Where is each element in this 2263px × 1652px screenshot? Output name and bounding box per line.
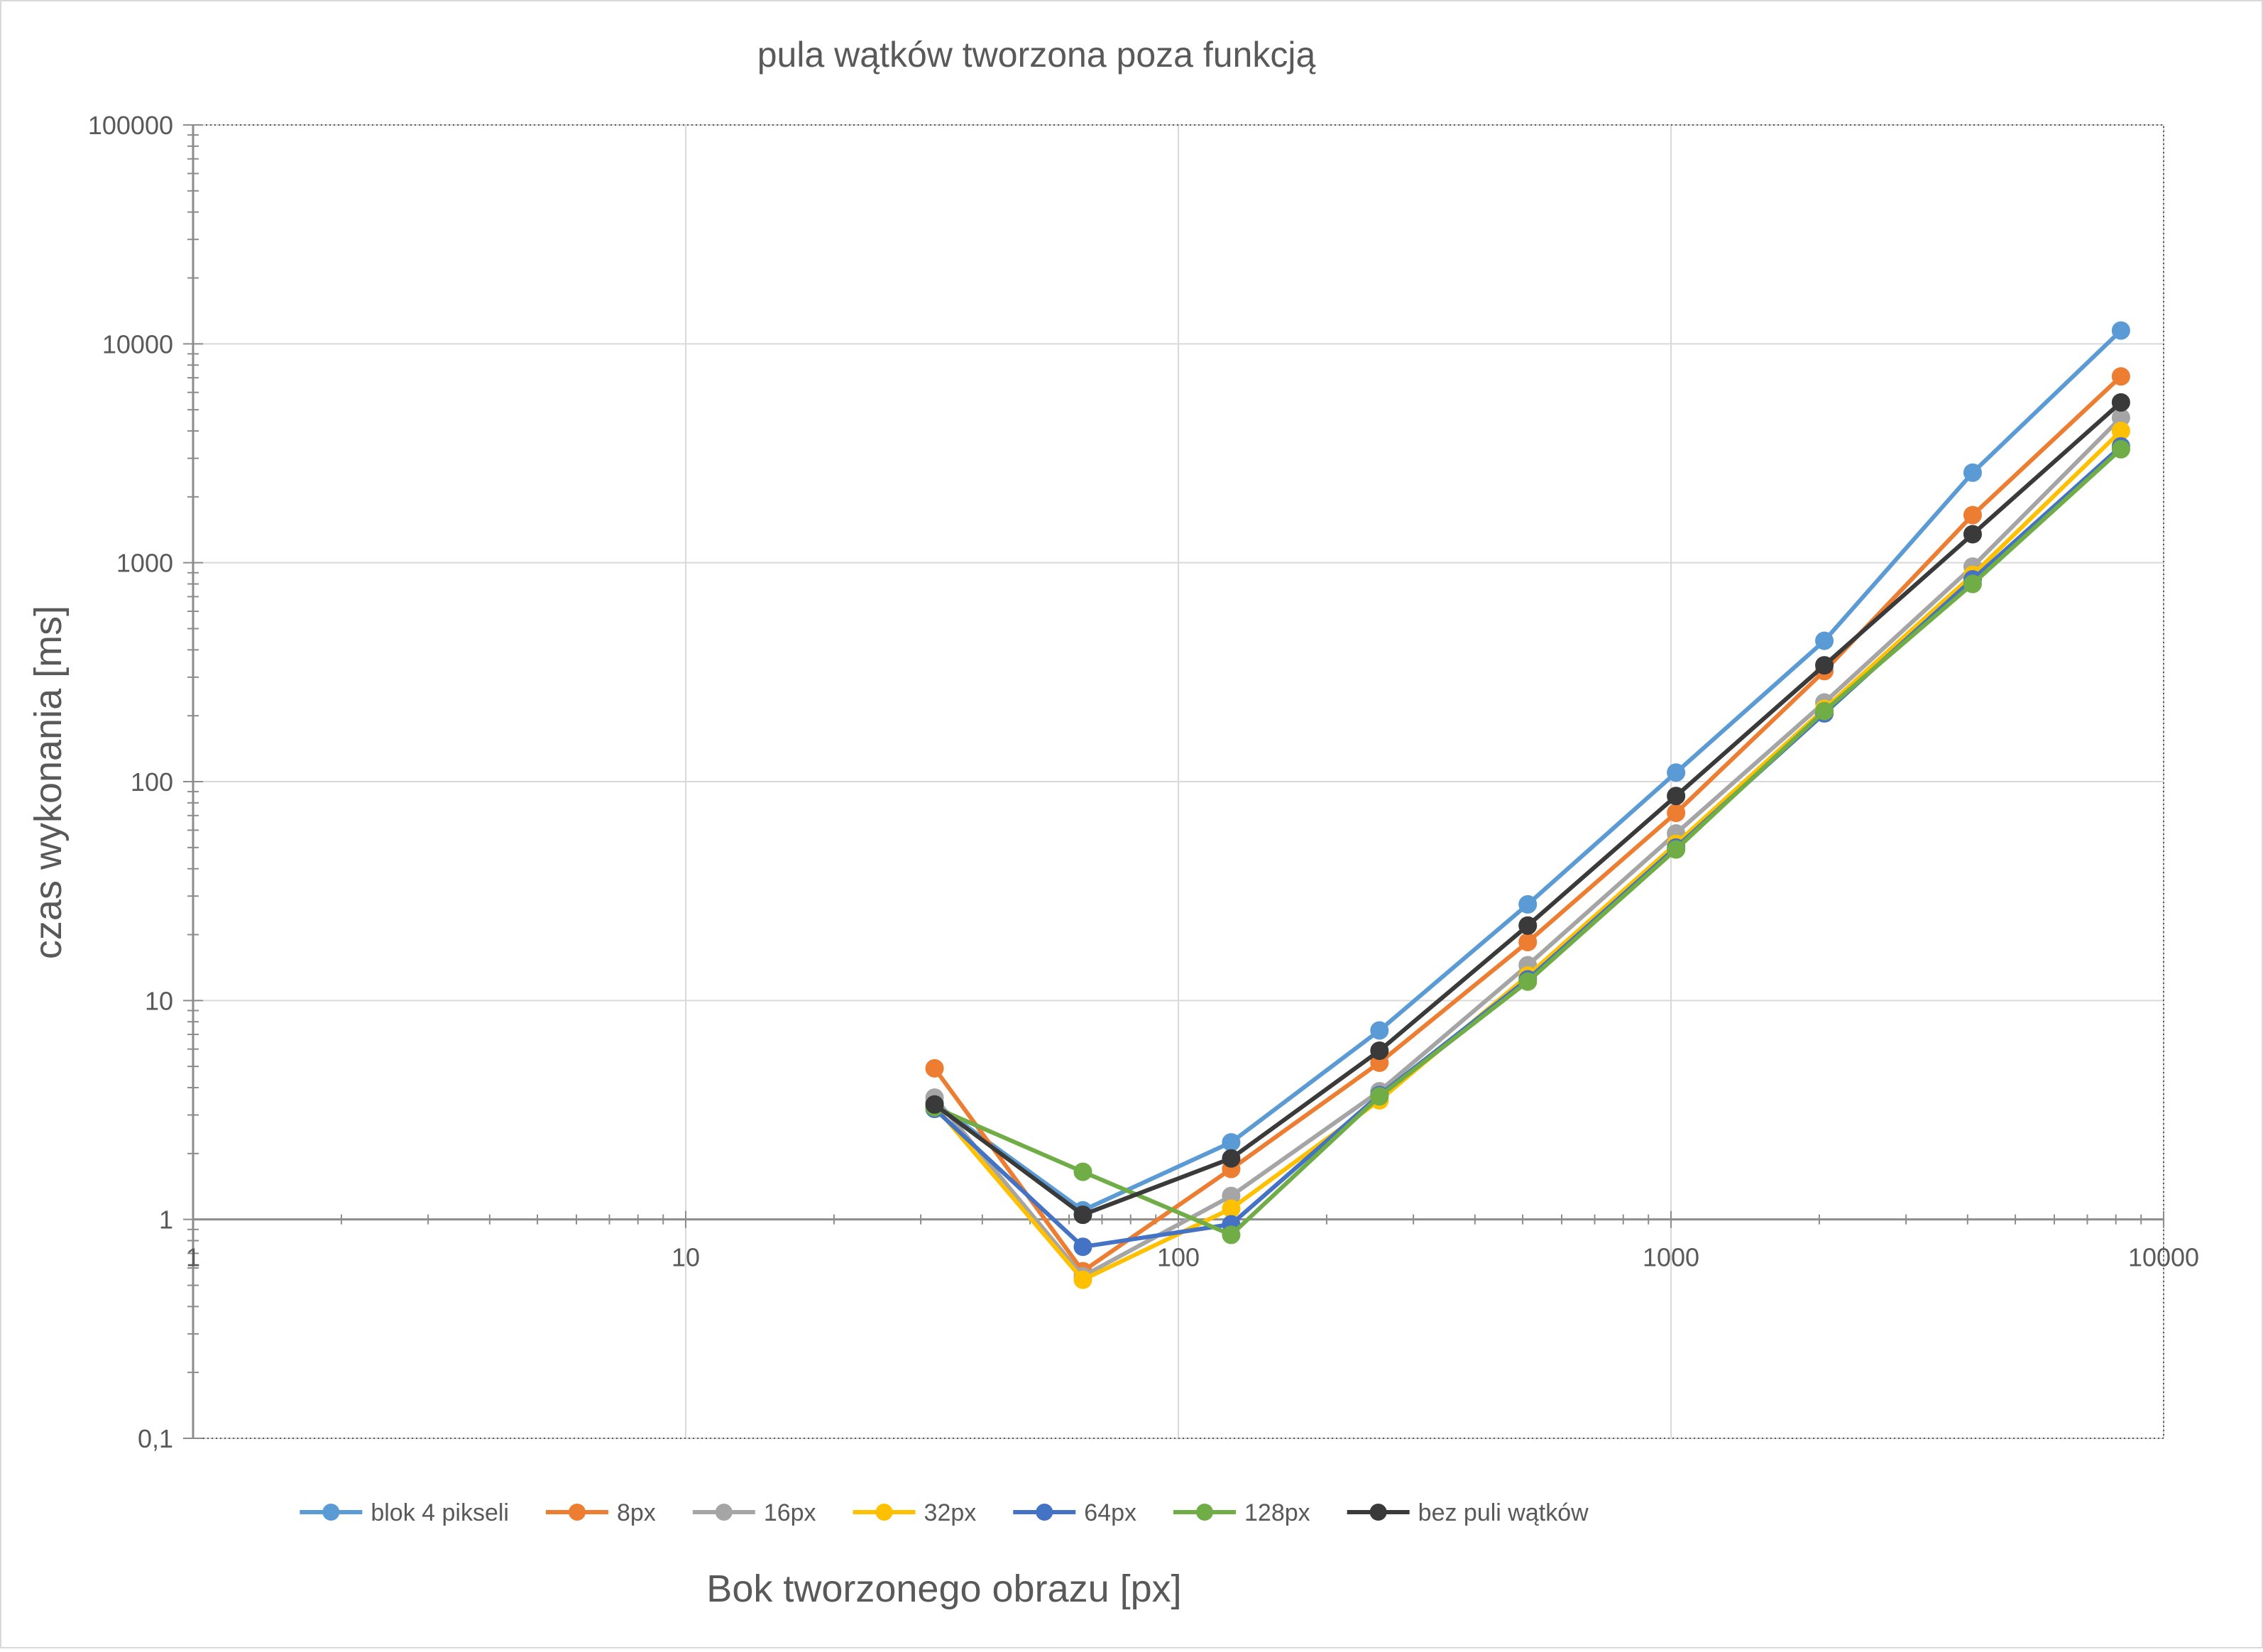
chart-title: pula wątków tworzona poza funkcją: [757, 35, 1316, 75]
legend-marker: [1369, 1504, 1387, 1521]
legend-item: bez puli wątków: [1347, 1499, 1589, 1526]
y-axis-title: czas wykonania [ms]: [27, 606, 70, 959]
data-point: [1518, 932, 1538, 951]
legend-label: 128px: [1244, 1499, 1310, 1526]
data-point: [1222, 1225, 1241, 1245]
y-tick-label: 100000: [88, 111, 173, 140]
data-point: [1963, 463, 1982, 482]
data-point: [2111, 422, 2130, 441]
legend-label: 32px: [924, 1499, 977, 1526]
legend-marker: [715, 1504, 733, 1521]
y-tick-label: 0,1: [138, 1424, 173, 1453]
data-point: [1518, 972, 1538, 991]
data-point: [1963, 505, 1982, 525]
data-point: [2111, 439, 2130, 459]
data-point: [1370, 1021, 1389, 1040]
data-point: [1667, 840, 1686, 859]
legend-label: 8px: [617, 1499, 656, 1526]
legend-item: 16px: [692, 1499, 816, 1526]
axes: [183, 124, 2164, 1439]
data-point: [2111, 393, 2130, 412]
x-tick-labels: 1 10 100 1000 10000: [186, 1243, 2199, 1272]
legend-marker: [568, 1504, 586, 1521]
series-layer: [925, 321, 2130, 1289]
data-point: [1667, 803, 1686, 822]
y-tick-label: 10: [145, 986, 173, 1015]
legend-item: 64px: [1013, 1499, 1136, 1526]
x-axis-title: Bok tworzonego obrazu [px]: [706, 1568, 1181, 1610]
data-point: [1963, 525, 1982, 544]
legend-label: bez puli wątków: [1418, 1499, 1589, 1526]
legend-item: 8px: [545, 1499, 656, 1526]
legend-label: 16px: [764, 1499, 816, 1526]
legend-label: blok 4 pikseli: [371, 1499, 509, 1526]
data-point: [925, 1059, 944, 1078]
data-point: [1518, 895, 1538, 914]
x-tick-label: 10000: [2128, 1243, 2199, 1272]
data-point: [1073, 1162, 1092, 1181]
legend-marker: [875, 1504, 893, 1521]
legend: blok 4 pikseli 8px 16px 32px 64px 128px bez pu…: [300, 1499, 1589, 1526]
data-point: [1963, 574, 1982, 593]
legend-item: 32px: [853, 1499, 977, 1526]
data-point: [1370, 1087, 1389, 1106]
data-point: [1370, 1041, 1389, 1060]
x-tick-label: 1: [186, 1243, 200, 1272]
x-tick-label: 1000: [1643, 1243, 1699, 1272]
x-tick-label: 100: [1157, 1243, 1200, 1272]
legend-item: 128px: [1173, 1499, 1310, 1526]
legend-marker: [1036, 1504, 1053, 1521]
legend-marker: [322, 1504, 340, 1521]
data-point: [1222, 1149, 1241, 1168]
data-point: [1073, 1270, 1092, 1289]
x-tick-label: 10: [672, 1243, 700, 1272]
data-point: [2111, 367, 2130, 386]
data-point: [1222, 1133, 1241, 1152]
y-tick-label: 100: [131, 767, 173, 797]
data-point: [925, 1095, 944, 1114]
plot-area-border: [192, 124, 2164, 1439]
legend-marker: [1196, 1504, 1214, 1521]
data-point: [1667, 763, 1686, 782]
legend-item: blok 4 pikseli: [300, 1499, 509, 1526]
data-point: [1815, 701, 1834, 721]
y-tick-label: 1000: [116, 549, 173, 578]
data-point: [1815, 631, 1834, 650]
y-tick-labels: 0,1 1 10 100 1000 10000 100000: [88, 111, 173, 1453]
series-7: [925, 393, 2130, 1225]
data-point: [1073, 1237, 1092, 1257]
data-point: [1815, 656, 1834, 675]
data-point: [1518, 916, 1538, 935]
data-point: [1073, 1205, 1092, 1225]
data-point: [1667, 787, 1686, 806]
y-tick-label: 1: [159, 1205, 173, 1235]
data-point: [1222, 1199, 1241, 1218]
series-6: [925, 439, 2130, 1245]
data-point: [2111, 321, 2130, 340]
legend-label: 64px: [1084, 1499, 1136, 1526]
y-tick-label: 10000: [102, 329, 173, 359]
